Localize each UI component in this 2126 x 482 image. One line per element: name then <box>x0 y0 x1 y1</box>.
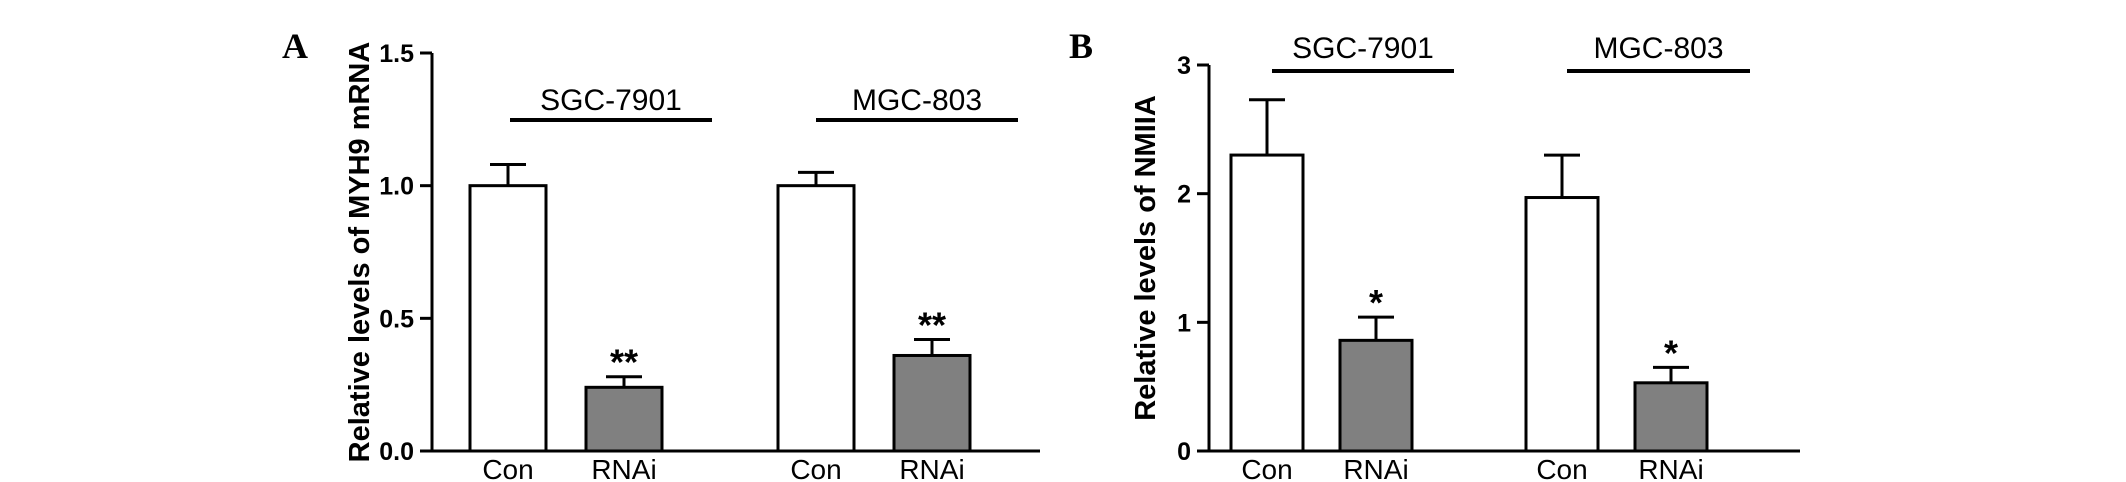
panel-b-bar-rnai <box>1338 338 1414 453</box>
panel-a-bar-rnai <box>892 353 972 453</box>
panel-b-category-label: Con <box>1241 454 1292 482</box>
panel-b-group-label: SGC-7901 <box>1292 32 1434 65</box>
panel-a-group-label: MGC-803 <box>852 84 982 117</box>
panel-a-group-label: SGC-7901 <box>540 84 682 117</box>
panel-a-significance-label: ** <box>918 305 946 346</box>
panel-b-category-label: Con <box>1536 454 1587 482</box>
panel-b-group-label: MGC-803 <box>1593 32 1723 65</box>
panel-b-y-tick-label: 3 <box>1177 52 1191 80</box>
panel-b-significance-label: * <box>1369 282 1383 323</box>
panel-a-y-axis-label: Relative levels of MYH9 mRNA <box>344 42 376 463</box>
panel-b-letter: B <box>1069 26 1093 66</box>
panel-b-bar-con <box>1229 153 1305 453</box>
panel-b-significance-label: * <box>1664 332 1678 373</box>
panel-b-bar-con <box>1524 196 1600 453</box>
panel-b-bar-rnai <box>1633 381 1709 453</box>
panel-a-bar-rnai <box>584 385 664 453</box>
panel-a-y-tick-label: 1.5 <box>379 40 414 68</box>
panel-b-y-axis-label: Relative levels of NMIIA <box>1130 95 1162 421</box>
panel-a-y-tick-label: 1.0 <box>379 173 414 201</box>
panel-a-letter: A <box>282 26 308 66</box>
panel-a-y-tick-label: 0.5 <box>379 305 414 333</box>
panel-b-category-label: RNAi <box>1343 454 1408 482</box>
panel-a-category-label: RNAi <box>591 454 656 482</box>
panel-a-category-label: Con <box>790 454 841 482</box>
panel-b-y-tick-label: 0 <box>1177 438 1191 466</box>
panel-b-category-label: RNAi <box>1638 454 1703 482</box>
panel-a-significance-label: ** <box>610 342 638 383</box>
panel-a-bar-con <box>468 184 548 453</box>
panel-a-category-label: Con <box>482 454 533 482</box>
panel-a: A Relative levels of MYH9 mRNA 0.0 0.5 1.0 1.… <box>282 26 1040 482</box>
panel-a-y-tick-label: 0.0 <box>379 438 414 466</box>
panel-a-bar-con <box>776 184 856 453</box>
panel-b-y-tick-label: 2 <box>1177 181 1191 209</box>
panel-a-category-label: RNAi <box>899 454 964 482</box>
panel-b-y-tick-label: 1 <box>1177 309 1191 337</box>
panel-b: B Relative levels of NMIIA 0 1 2 3 SGC-7901 Con… <box>1069 26 1800 482</box>
